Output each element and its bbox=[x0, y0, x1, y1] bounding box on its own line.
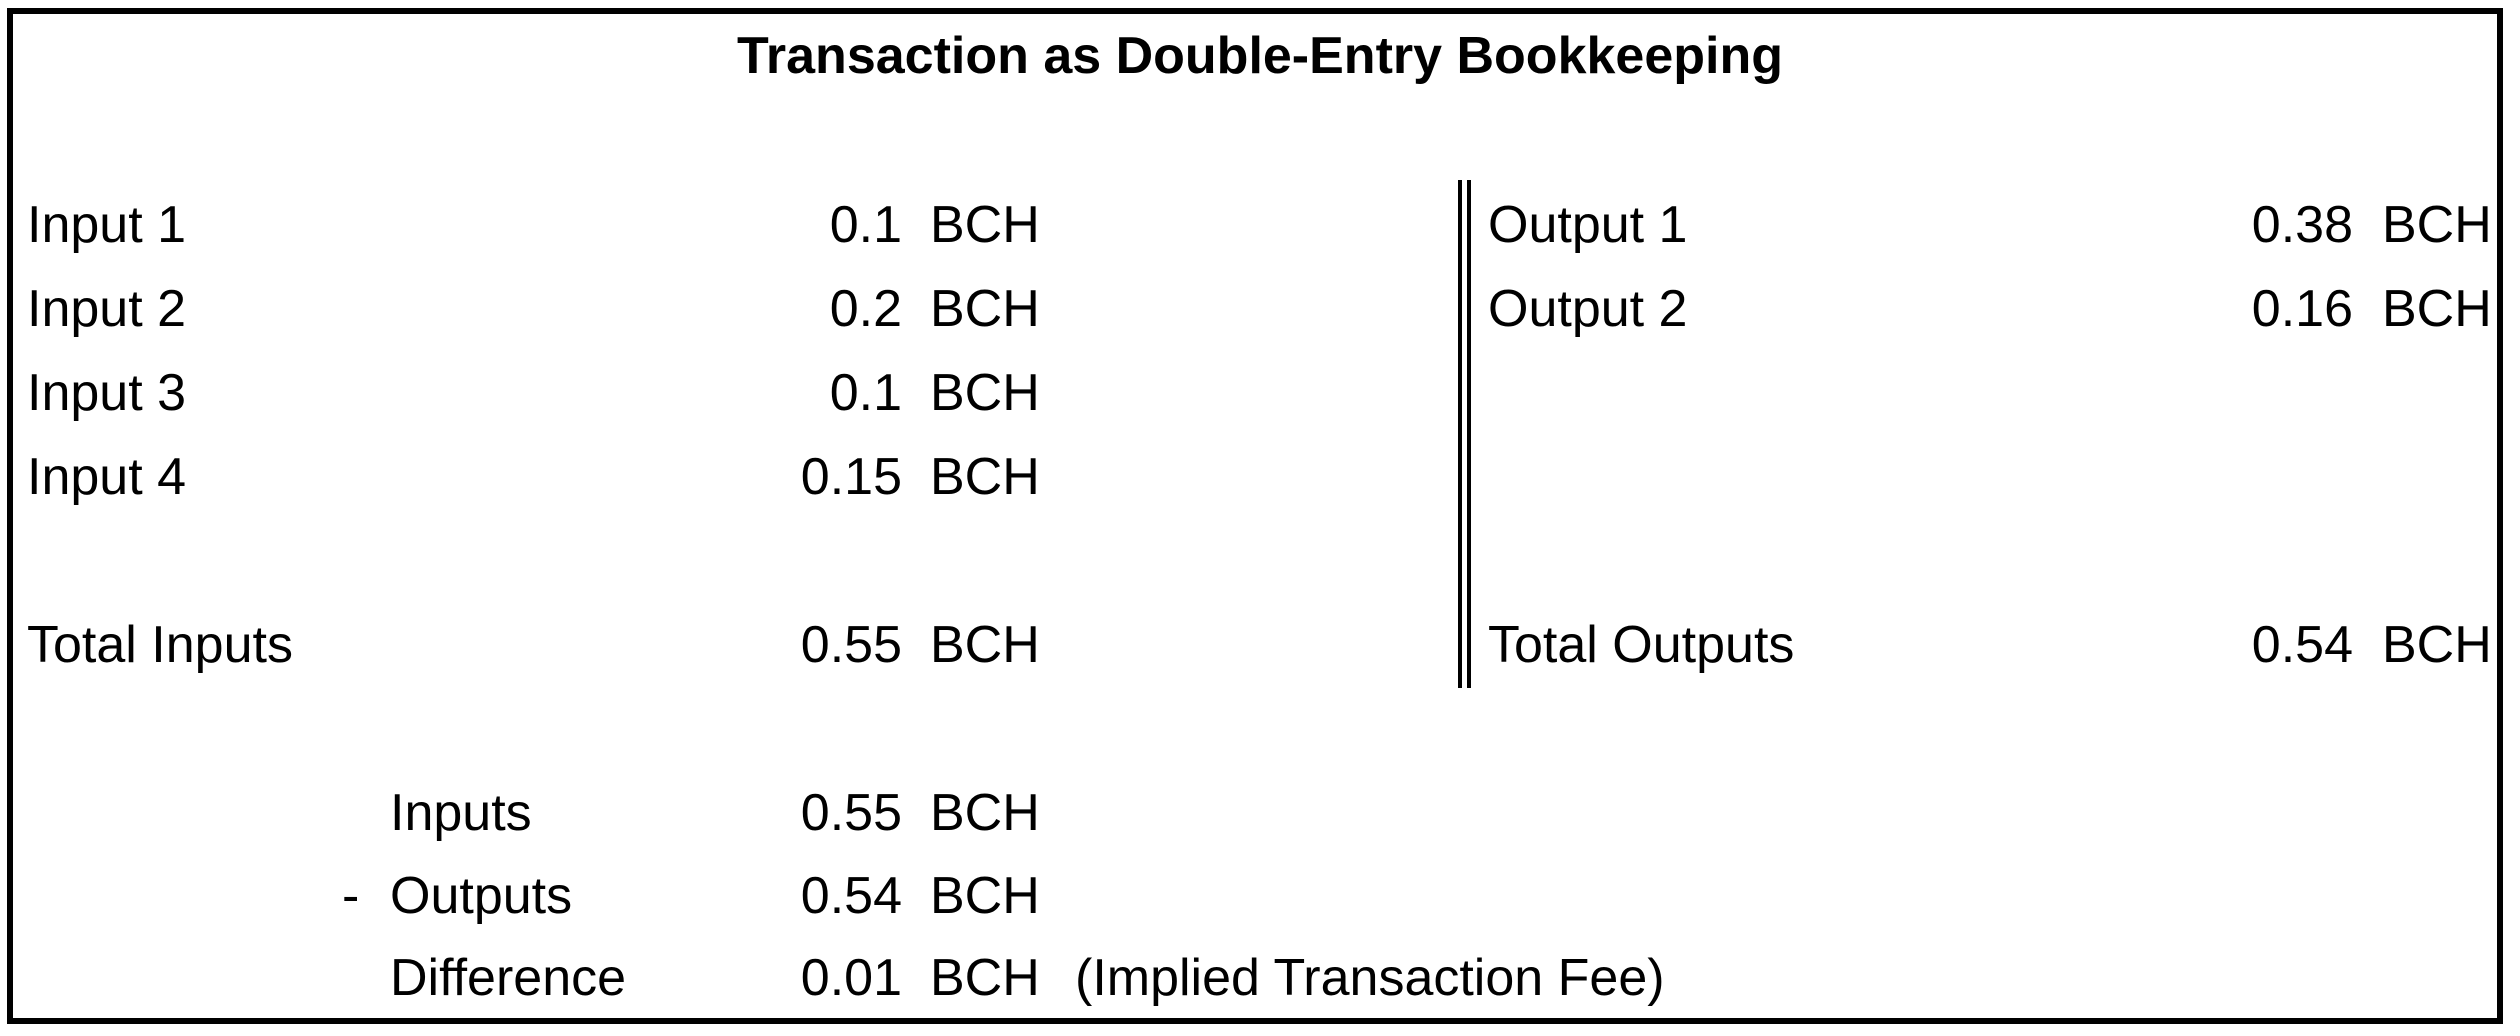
divider-rule-left bbox=[1458, 180, 1462, 688]
difference-label: Difference bbox=[390, 949, 627, 1007]
input-4-unit: BCH bbox=[930, 448, 1040, 506]
input-4-value: 0.15 bbox=[800, 448, 902, 506]
output-1-value: 0.38 bbox=[2251, 196, 2353, 254]
summary-inputs-unit: BCH bbox=[930, 784, 1040, 842]
total-outputs-label: Total Outputs bbox=[1488, 616, 1795, 674]
difference-note: (Implied Transaction Fee) bbox=[1075, 949, 1665, 1007]
output-2-unit: BCH bbox=[2382, 280, 2492, 338]
input-3-value: 0.1 bbox=[829, 364, 902, 422]
output-2-label: Output 2 bbox=[1488, 280, 1688, 338]
total-outputs-unit: BCH bbox=[2382, 616, 2492, 674]
minus-sign: - bbox=[342, 867, 360, 925]
summary-outputs-label: Outputs bbox=[390, 867, 573, 925]
total-outputs-value: 0.54 bbox=[2251, 616, 2353, 674]
divider-rule-right bbox=[1467, 180, 1471, 688]
input-4-label: Input 4 bbox=[27, 448, 187, 506]
summary-outputs-unit: BCH bbox=[930, 867, 1040, 925]
difference-value: 0.01 bbox=[800, 949, 902, 1007]
output-1-label: Output 1 bbox=[1488, 196, 1688, 254]
total-inputs-label: Total Inputs bbox=[27, 616, 293, 674]
input-2-unit: BCH bbox=[930, 280, 1040, 338]
summary-inputs-value: 0.55 bbox=[800, 784, 902, 842]
input-1-unit: BCH bbox=[930, 196, 1040, 254]
summary-outputs-value: 0.54 bbox=[800, 867, 902, 925]
input-3-unit: BCH bbox=[930, 364, 1040, 422]
summary-inputs-label: Inputs bbox=[390, 784, 532, 842]
input-1-label: Input 1 bbox=[27, 196, 187, 254]
input-3-label: Input 3 bbox=[27, 364, 187, 422]
input-2-value: 0.2 bbox=[829, 280, 902, 338]
total-inputs-unit: BCH bbox=[930, 616, 1040, 674]
difference-unit: BCH bbox=[930, 949, 1040, 1007]
diagram-frame bbox=[7, 8, 2503, 1024]
input-2-label: Input 2 bbox=[27, 280, 187, 338]
output-1-unit: BCH bbox=[2382, 196, 2492, 254]
input-1-value: 0.1 bbox=[829, 196, 902, 254]
output-2-value: 0.16 bbox=[2251, 280, 2353, 338]
diagram-title: Transaction as Double-Entry Bookkeeping bbox=[737, 27, 1783, 85]
total-inputs-value: 0.55 bbox=[800, 616, 902, 674]
